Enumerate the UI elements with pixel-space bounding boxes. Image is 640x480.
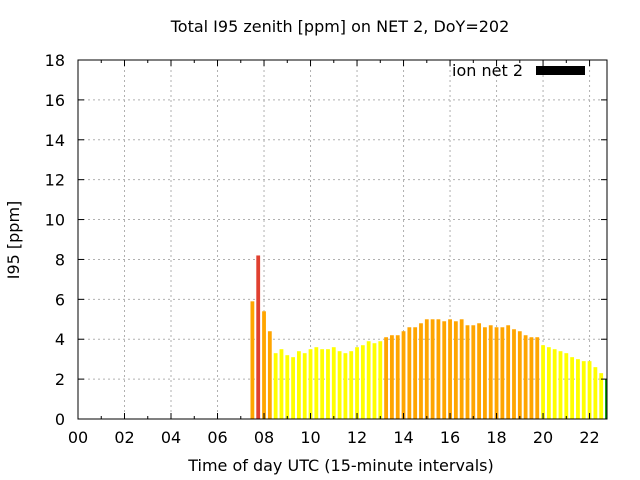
bar <box>314 347 319 419</box>
plot-frame <box>77 59 608 420</box>
y-tick-label: 0 <box>55 410 65 429</box>
bar <box>483 327 487 419</box>
bar <box>296 351 301 419</box>
bars-group <box>250 255 607 419</box>
legend: ion net 2 <box>452 61 585 80</box>
bar <box>267 331 272 419</box>
y-tick-label: 4 <box>55 330 65 349</box>
bar <box>488 325 493 419</box>
axis-ticks <box>77 59 607 420</box>
bar <box>471 325 476 419</box>
bar <box>366 341 371 419</box>
bar <box>448 319 452 419</box>
x-tick-label: 22 <box>579 428 599 447</box>
x-tick-labels: 00 02 04 06 08 10 12 14 16 18 20 22 <box>68 428 600 447</box>
x-tick-label: 00 <box>68 428 88 447</box>
y-tick-label: 10 <box>45 211 65 230</box>
bar <box>343 353 348 419</box>
bar <box>384 337 388 419</box>
bar <box>285 355 290 419</box>
x-tick-label: 18 <box>486 428 506 447</box>
bar <box>546 347 551 419</box>
bar <box>407 327 412 419</box>
bar <box>331 347 336 419</box>
chart-title: Total I95 zenith [ppm] on NET 2, DoY=202 <box>170 17 510 36</box>
bar <box>279 349 284 419</box>
bar <box>256 255 261 419</box>
bar <box>436 319 441 419</box>
bar <box>291 357 295 419</box>
bar <box>535 337 540 419</box>
bar <box>273 353 278 419</box>
bar <box>419 323 423 419</box>
bar <box>459 319 464 419</box>
x-tick-label: 14 <box>393 428 413 447</box>
bar <box>355 347 359 419</box>
bar <box>308 349 313 419</box>
bar <box>523 335 528 419</box>
bar <box>413 327 418 419</box>
bar <box>302 353 307 419</box>
bar <box>581 361 586 419</box>
bar <box>570 357 575 419</box>
bar <box>453 321 458 419</box>
x-tick-label: 16 <box>440 428 460 447</box>
x-tick-label: 08 <box>254 428 274 447</box>
x-axis-label: Time of day UTC (15-minute intervals) <box>187 456 494 475</box>
x-tick-label: 12 <box>347 428 367 447</box>
bar <box>576 359 580 419</box>
y-tick-labels: 0 2 4 6 8 10 12 14 16 18 <box>45 51 65 429</box>
bar <box>529 337 534 419</box>
y-tick-label: 8 <box>55 250 65 269</box>
bar <box>552 349 557 419</box>
bar <box>424 319 429 419</box>
bar <box>593 367 598 419</box>
x-tick-label: 04 <box>161 428 181 447</box>
bar <box>250 301 255 419</box>
y-tick-label: 16 <box>45 91 65 110</box>
bar <box>442 321 447 419</box>
bar <box>372 343 377 419</box>
bar <box>401 331 406 419</box>
bar <box>558 351 563 419</box>
y-tick-label: 18 <box>45 51 65 70</box>
bar <box>564 353 569 419</box>
bar <box>320 349 325 419</box>
bar <box>337 351 342 419</box>
y-tick-label: 2 <box>55 370 65 389</box>
y-tick-label: 14 <box>45 131 65 150</box>
bar <box>395 335 400 419</box>
bar <box>587 361 592 419</box>
bar <box>506 325 511 419</box>
bar <box>465 325 470 419</box>
bar <box>517 331 522 419</box>
x-tick-label: 20 <box>533 428 553 447</box>
bar <box>349 351 354 419</box>
y-tick-label: 6 <box>55 290 65 309</box>
bar <box>494 327 499 419</box>
x-tick-label: 10 <box>300 428 320 447</box>
bar <box>378 341 383 419</box>
bar <box>477 323 482 419</box>
y-tick-label: 12 <box>45 171 65 190</box>
bar <box>326 349 330 419</box>
legend-swatch <box>536 66 585 75</box>
bar <box>599 373 604 419</box>
bar <box>500 327 505 419</box>
bar <box>430 319 435 419</box>
x-tick-label: 06 <box>207 428 227 447</box>
bar <box>262 311 266 419</box>
bar <box>541 345 545 419</box>
grid-lines <box>78 60 607 419</box>
y-axis-label: I95 [ppm] <box>4 201 23 280</box>
bar <box>390 335 394 419</box>
bar <box>605 379 607 419</box>
bar <box>360 345 365 419</box>
x-tick-label: 02 <box>114 428 134 447</box>
legend-label: ion net 2 <box>452 61 523 80</box>
bar <box>512 329 516 419</box>
